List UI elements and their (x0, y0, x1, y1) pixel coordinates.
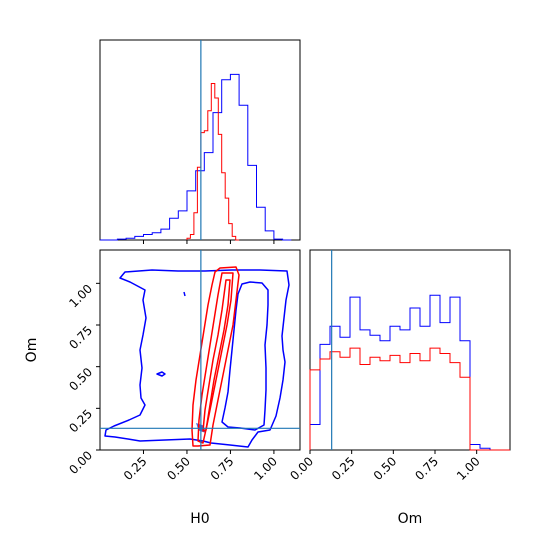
om-hist-x-tick-label-1: 0.25 (329, 454, 358, 483)
joint-y-tick-label-2: 0.50 (66, 365, 95, 394)
h0-histogram-panel (99, 39, 301, 244)
red-contour-inner (202, 279, 231, 432)
joint-x-tick-label-3: 1.00 (251, 454, 280, 483)
joint-contour-panel: 0.25 0.50 0.75 1.00 0.00 0.25 0.50 0.75 1.00 (66, 249, 301, 483)
om-histogram-panel: 0.00 0.25 0.50 0.75 1.00 (287, 249, 511, 483)
x-axis-label-om: Om (398, 511, 423, 527)
h0-histogram-frame (99, 39, 301, 241)
red-contour-middle (197, 272, 234, 444)
blue-contour-blob-top (183, 291, 186, 297)
blue-contour-inner (221, 281, 269, 431)
h0-histogram-blue-steps (100, 73, 292, 241)
om-histogram-frame (309, 249, 511, 451)
joint-y-tick-label-3: 0.75 (66, 323, 95, 352)
om-histogram-ticks: 0.00 0.25 0.50 0.75 1.00 (287, 450, 483, 483)
joint-ticks: 0.25 0.50 0.75 1.00 0.00 0.25 0.50 0.75 1.00 (66, 282, 280, 483)
red-contour-outer (191, 266, 240, 447)
joint-x-tick-label-1: 0.50 (164, 454, 193, 483)
blue-contour-outer (104, 269, 290, 448)
joint-y-tick-label-1: 0.25 (66, 407, 95, 436)
blue-contours (104, 269, 290, 448)
joint-y-tick-label-0: 0.00 (66, 448, 95, 477)
om-histogram-blue-steps (309, 294, 510, 451)
om-hist-x-tick-label-2: 0.50 (371, 454, 400, 483)
x-axis-label-h0: H0 (190, 511, 209, 527)
joint-x-tick-label-2: 0.75 (208, 454, 237, 483)
om-hist-x-tick-label-0: 0.00 (287, 454, 316, 483)
y-axis-label-om: Om (24, 338, 40, 363)
om-histogram-blue-series (309, 294, 510, 451)
blue-contour-blob-left (156, 371, 166, 377)
om-histogram-red-series (309, 347, 510, 451)
joint-y-tick-label-4: 1.00 (66, 282, 95, 311)
joint-x-tick-label-0: 0.25 (121, 454, 150, 483)
red-contours (191, 266, 240, 447)
om-hist-x-tick-label-4: 1.00 (454, 454, 483, 483)
om-hist-x-tick-label-3: 0.75 (412, 454, 441, 483)
h0-histogram-red-series (186, 83, 240, 241)
joint-frame (99, 249, 301, 451)
h0-histogram-red-steps (186, 83, 240, 241)
h0-histogram-ticks (142, 240, 275, 244)
h0-histogram-blue-series (100, 73, 292, 241)
om-histogram-red-steps (309, 347, 510, 451)
